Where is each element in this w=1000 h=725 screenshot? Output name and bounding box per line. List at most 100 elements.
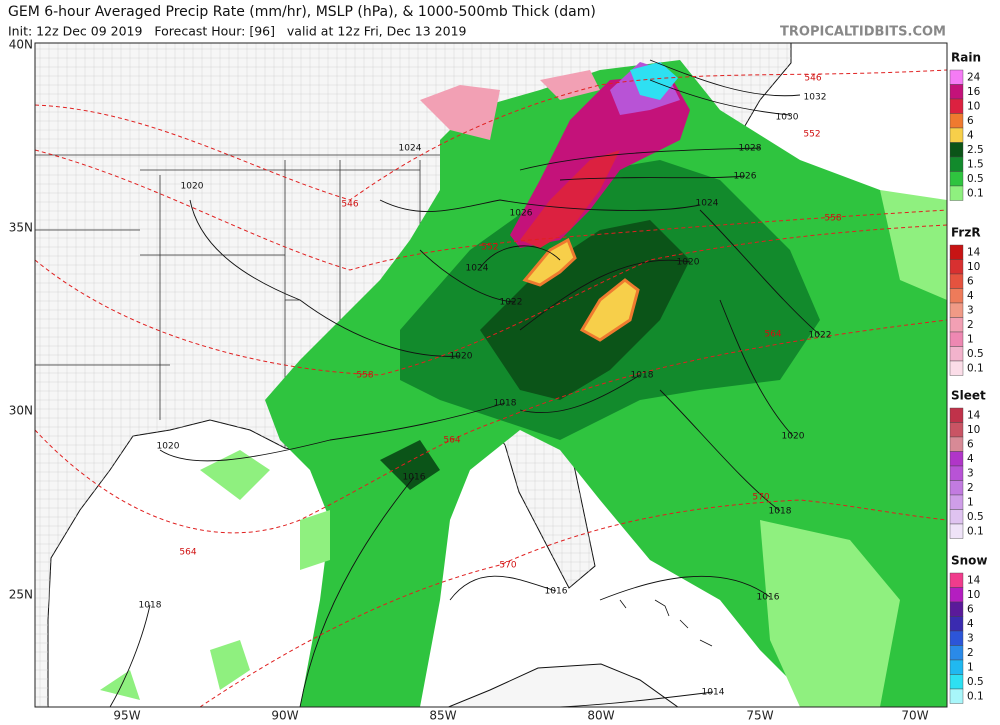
isobar-label: 1020 — [782, 432, 805, 442]
legend-swatch — [949, 616, 964, 632]
subtitle: Init: 12z Dec 09 2019 Forecast Hour: [96… — [8, 24, 467, 39]
precip — [100, 60, 947, 707]
legend-level: 14 — [967, 409, 981, 421]
lat-label: 25N — [9, 588, 33, 602]
site: TROPICALTIDBITS.COM — [780, 25, 946, 40]
legend-swatch — [949, 346, 964, 362]
legend-level: 1 — [967, 661, 974, 673]
legend-swatch — [949, 69, 964, 85]
legend-level: 10 — [967, 100, 980, 112]
isobar-label: 1014 — [702, 688, 725, 698]
legend-swatch — [949, 572, 964, 588]
lon-label: 95W — [113, 709, 140, 723]
thickness-label: 564 — [764, 330, 781, 340]
legend-level: 3 — [967, 632, 974, 644]
isobar-label: 1024 — [696, 199, 719, 209]
isobar-label: 1024 — [399, 144, 422, 154]
legend-level: 0.1 — [967, 690, 984, 702]
isobar-label: 1018 — [494, 399, 517, 409]
legend-swatch — [949, 674, 964, 690]
legend-level: 3 — [967, 304, 974, 316]
legend-swatch — [949, 127, 964, 143]
legend-swatch — [949, 494, 964, 510]
legend-swatch — [949, 645, 964, 661]
legend-level: 6 — [967, 275, 974, 287]
isobar-label: 1016 — [403, 473, 426, 483]
thickness-label: 546 — [341, 200, 358, 210]
legend-swatch — [949, 273, 964, 289]
legend-level: 3 — [967, 467, 974, 479]
legend-swatch — [949, 331, 964, 347]
isobar-label: 1032 — [804, 93, 827, 103]
thickness-label: 570 — [752, 493, 769, 503]
legend-swatch — [949, 259, 964, 275]
legend-swatch — [949, 317, 964, 333]
isobar-label: 1026 — [510, 209, 533, 219]
legend-title: Sleet — [951, 389, 986, 403]
lon-label: 80W — [587, 709, 614, 723]
thickness-label: 558 — [356, 371, 373, 381]
legend-level: 6 — [967, 438, 974, 450]
legend-swatch — [949, 465, 964, 481]
legend-level: 2 — [967, 482, 974, 494]
legend-swatch — [949, 630, 964, 646]
lat-label: 30N — [9, 404, 33, 418]
legend-level: 0.1 — [967, 187, 984, 199]
legend-level: 0.5 — [967, 676, 984, 688]
legend-level: 4 — [967, 290, 974, 302]
legend-swatch — [949, 360, 964, 376]
legend-swatch — [949, 185, 964, 201]
legend-swatch — [949, 407, 964, 423]
legend-swatch — [949, 244, 964, 260]
legend-swatch — [949, 142, 964, 158]
legend-level: 24 — [967, 71, 981, 83]
legend-swatch — [949, 113, 964, 129]
legend-level: 6 — [967, 603, 974, 615]
map: 1032 1030 1028 1026 1024 1024 1026 1024 1022 1020… — [35, 43, 947, 707]
legend-swatch — [949, 601, 964, 617]
lat-label: 35N — [9, 221, 33, 235]
legend-level: 10 — [967, 589, 980, 601]
isobar-label: 1018 — [769, 507, 792, 517]
thickness-label: 570 — [499, 561, 516, 571]
thickness-label: 546 — [804, 74, 821, 84]
legend-level: 2 — [967, 319, 974, 331]
legend-swatch — [949, 98, 964, 114]
lat-label: 40N — [9, 38, 33, 52]
isobar-label: 1020 — [181, 182, 204, 192]
legend-swatch — [949, 156, 964, 172]
legend-title: Rain — [951, 51, 981, 65]
legend-level: 10 — [967, 261, 980, 273]
legend-swatch — [949, 509, 964, 525]
legend-level: 14 — [967, 574, 981, 586]
map-frame — [34, 42, 948, 708]
legend-swatch — [949, 523, 964, 539]
isobar-label: 1020 — [450, 352, 473, 362]
legend-title: Snow — [951, 554, 988, 568]
isobar-label: 1016 — [757, 593, 780, 603]
legend-swatch — [949, 422, 964, 438]
thickness-label: 564 — [179, 548, 196, 558]
isobar-label: 1026 — [734, 172, 757, 182]
thickness-label: 552 — [481, 243, 498, 253]
legend-level: 14 — [967, 246, 981, 258]
legend-level: 0.5 — [967, 511, 984, 523]
isobar-label: 1022 — [500, 298, 523, 308]
legend-swatch — [949, 436, 964, 452]
legend-swatch — [949, 302, 964, 318]
isobar-label: 1022 — [809, 331, 832, 341]
lon-label: 85W — [429, 709, 456, 723]
legend-level: 10 — [967, 424, 980, 436]
isobar-label: 1018 — [631, 371, 654, 381]
legend-swatch — [949, 688, 964, 704]
thickness-label: 564 — [443, 436, 460, 446]
lon-label: 75W — [746, 709, 773, 723]
legend-level: 1.5 — [967, 158, 984, 170]
legend-level: 0.5 — [967, 348, 984, 360]
legend-swatch — [949, 171, 964, 187]
legend-level: 4 — [967, 618, 974, 630]
legend-swatch — [949, 451, 964, 467]
legend-swatch — [949, 288, 964, 304]
isobar-label: 1028 — [739, 144, 762, 154]
isobar-label: 1030 — [776, 113, 799, 123]
